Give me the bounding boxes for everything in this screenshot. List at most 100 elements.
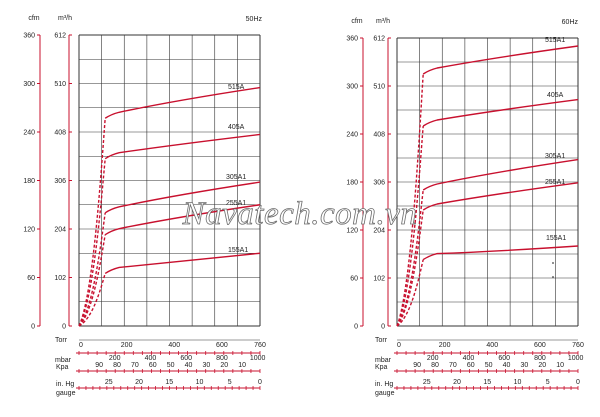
inhg-tick-label: 10 [196,379,204,386]
curve-dashed-405A [396,125,424,327]
series-label: 515A [228,84,245,91]
mbar-tick-label: 600 [180,355,192,362]
series-label: 155A1 [546,235,566,242]
m3h-tick-label: 0 [381,324,385,331]
cfm-tick-label: 120 [23,227,35,234]
mbar-tick-label: 400 [463,355,475,362]
kpa-label: Kpa [56,364,69,371]
kpa-label: Kpa [375,364,388,371]
series-label: 155A1 [228,247,248,254]
kpa-tick-label: 30 [520,362,528,369]
curve-dashed-255A1 [78,234,106,327]
chart-2: 3603002401801206006125104083062041020cfm… [346,18,584,397]
inhg-label: in. Hg [56,381,74,388]
kpa-tick-label: 10 [556,362,564,369]
inhg-tick-label: 20 [135,379,143,386]
cfm-tick-label: 0 [354,324,358,331]
curve-405A [104,133,261,160]
inhg-tick-label: 10 [514,379,522,386]
kpa-tick-label: 80 [113,362,121,369]
mbar-tick-label: 200 [427,355,439,362]
curve-405A [422,98,579,127]
kpa-tick-label: 20 [220,362,228,369]
curve-515A1 [422,45,579,75]
inhg-tick-label: 0 [576,379,580,386]
mbar-tick-label: 800 [216,355,228,362]
kpa-tick-label: 50 [485,362,493,369]
torr-tick-label: 600 [534,342,546,349]
inhg-tick-label: 25 [105,379,113,386]
m3h-tick-label: 612 [54,33,66,40]
curve-305A1 [422,158,579,191]
kpa-tick-label: 10 [238,362,246,369]
m3h-tick-label: 102 [54,275,66,282]
curve-dashed-155A1 [78,273,106,327]
kpa-tick-label: 50 [167,362,175,369]
kpa-tick-label: 20 [538,362,546,369]
inhg-tick-label: 5 [546,379,550,386]
kpa-tick-label: 90 [413,362,421,369]
m3h-tick-label: 0 [62,324,66,331]
m3h-tick-label: 204 [54,227,66,234]
mbar-tick-label: 200 [109,355,121,362]
cfm-unit-label: cfm [351,18,362,25]
curve-255A1 [422,182,579,211]
m3h-tick-label: 204 [373,228,385,235]
m3h-tick-label: 408 [373,132,385,139]
torr-tick-label: 600 [216,342,228,349]
curve-dashed-405A [78,158,106,327]
inhg-label: in. Hg [375,381,393,388]
kpa-tick-label: 40 [503,362,511,369]
curve-515A [104,86,261,119]
curve-255A1 [104,204,261,236]
mbar-tick-label: 1000 [568,355,584,362]
series-label: 255A1 [226,200,246,207]
mbar-tick-label: 800 [534,355,546,362]
kpa-tick-label: 60 [467,362,475,369]
curve-155A1 [422,245,579,261]
kpa-tick-label: 70 [131,362,139,369]
torr-tick-label: 0 [79,342,83,349]
series-label: 405A [547,92,564,99]
inhg-tick-label: 15 [165,379,173,386]
cfm-tick-label: 240 [346,132,358,139]
m3h-tick-label: 102 [373,276,385,283]
series-label: 305A1 [226,174,246,181]
marker-dot [552,262,554,264]
torr-tick-label: 0 [397,342,401,349]
cfm-tick-label: 60 [350,276,358,283]
mbar-label: mbar [55,357,72,364]
gauge-label: gauge [375,390,395,397]
inhg-tick-label: 15 [483,379,491,386]
cfm-tick-label: 60 [27,275,35,282]
cfm-tick-label: 360 [23,33,35,40]
torr-tick-label: 400 [168,342,180,349]
torr-tick-label: 760 [572,342,584,349]
kpa-tick-label: 40 [185,362,193,369]
m3h-unit-label: m³/h [376,18,390,25]
cfm-tick-label: 300 [346,84,358,91]
curve-dashed-305A1 [78,212,106,327]
plot-grid [78,34,261,327]
cfm-unit-label: cfm [28,15,39,22]
cfm-tick-label: 180 [23,178,35,185]
series-label: 405A [228,124,245,131]
cfm-tick-label: 240 [23,130,35,137]
mbar-tick-label: 1000 [250,355,266,362]
cfm-tick-label: 120 [346,228,358,235]
inhg-tick-label: 20 [453,379,461,386]
plot-grid [396,37,579,327]
cfm-tick-label: 360 [346,36,358,43]
mbar-label: mbar [375,357,392,364]
kpa-tick-label: 70 [449,362,457,369]
inhg-tick-label: 25 [423,379,431,386]
m3h-tick-label: 510 [373,84,385,91]
cfm-tick-label: 0 [31,324,35,331]
inhg-tick-label: 5 [228,379,232,386]
torr-label: Torr [375,337,388,344]
m3h-tick-label: 408 [54,130,66,137]
torr-tick-label: 200 [439,342,451,349]
